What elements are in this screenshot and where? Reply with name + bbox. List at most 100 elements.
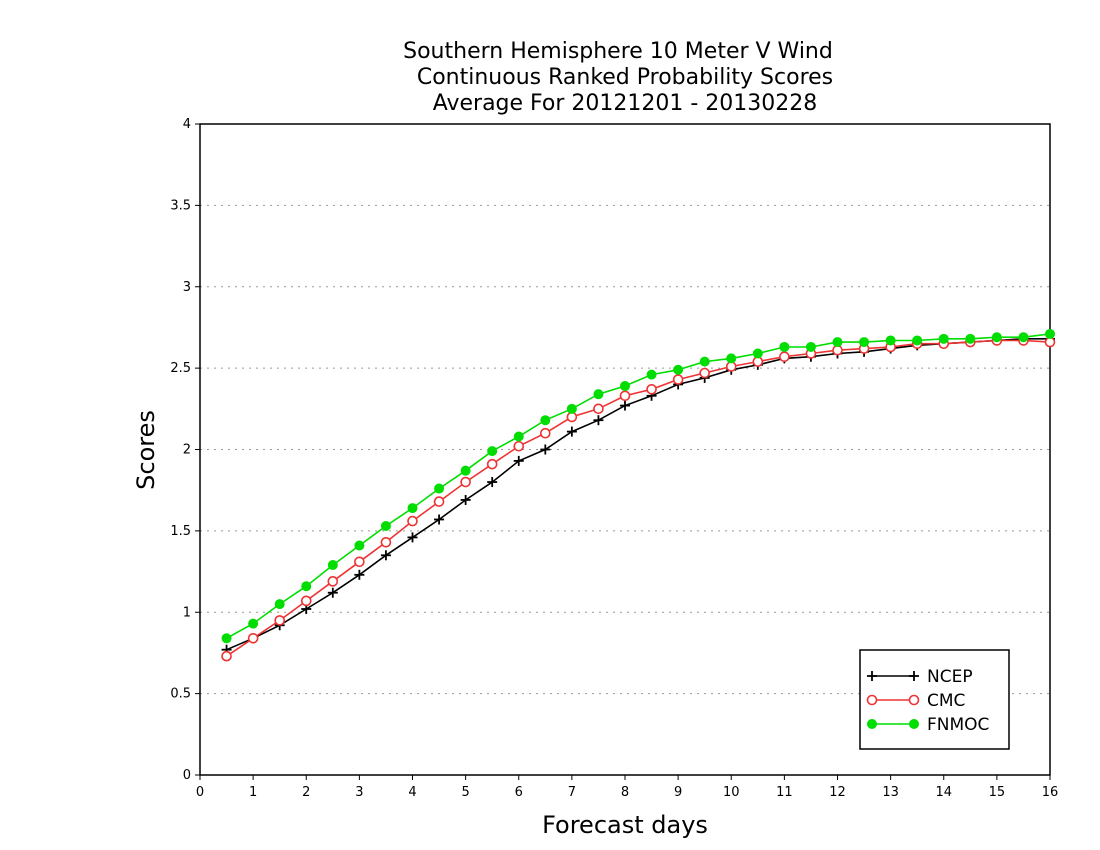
x-tick-label: 5	[461, 785, 469, 800]
data-point-fnmoc	[620, 381, 630, 392]
x-tick-label: 9	[674, 785, 682, 800]
data-point-ncep	[566, 426, 577, 437]
data-point-fnmoc	[752, 348, 763, 359]
data-point-ncep	[487, 477, 498, 488]
data-point-ncep	[540, 444, 551, 455]
data-point-cmc	[540, 427, 551, 439]
legend-marker-cmc	[866, 694, 878, 706]
data-point-fnmoc	[301, 581, 312, 592]
data-point-cmc	[460, 476, 471, 488]
data-point-fnmoc	[460, 465, 471, 476]
data-point-fnmoc	[380, 520, 391, 531]
data-point-fnmoc	[540, 415, 551, 426]
legend-item-cmc: CMC	[866, 691, 965, 711]
data-point-fnmoc	[566, 403, 577, 414]
y-tick-label: 1.5	[170, 524, 191, 539]
axis-ticks: 00.511.522.533.540 1 2 3 4 5 6 7 8 9 10 11 12 13 14 15 1…	[170, 117, 1058, 800]
data-point-cmc	[380, 536, 392, 548]
data-point-fnmoc	[407, 503, 418, 514]
data-point-fnmoc	[885, 335, 896, 346]
x-tick-label: 12	[829, 785, 846, 800]
series-line-ncep	[226, 337, 1050, 651]
legend-label-fnmoc: FNMOC	[927, 715, 989, 735]
data-point-ncep	[620, 400, 630, 411]
data-point-fnmoc	[912, 335, 923, 346]
data-point-fnmoc	[487, 446, 498, 457]
x-tick-label: 0	[196, 785, 204, 800]
y-tick-label: 0	[183, 768, 191, 783]
data-point-cmc	[300, 595, 312, 607]
data-point-fnmoc	[673, 364, 684, 375]
chart-title-line-1: Southern Hemisphere 10 Meter V Wind	[403, 39, 833, 64]
legend-marker-fnmoc	[909, 719, 919, 729]
legend-label-ncep: NCEP	[927, 667, 973, 687]
series-layer	[221, 328, 1056, 662]
y-tick-label: 2	[183, 443, 191, 458]
data-point-fnmoc	[593, 389, 604, 400]
legend-item-fnmoc: FNMOC	[867, 715, 989, 735]
data-point-fnmoc	[327, 560, 338, 571]
data-point-fnmoc	[354, 540, 365, 551]
gridlines	[200, 204, 1050, 695]
data-point-fnmoc	[779, 341, 790, 352]
x-tick-label: 13	[882, 785, 899, 800]
data-point-cmc	[221, 650, 232, 662]
legend: NCEP CMC FNMOC	[859, 649, 1010, 750]
x-tick-label: 1	[249, 785, 257, 800]
y-tick-label: 0.5	[170, 687, 191, 702]
data-point-fnmoc	[726, 353, 737, 364]
data-point-fnmoc	[938, 333, 949, 344]
data-point-ncep	[460, 494, 471, 505]
data-point-cmc	[779, 351, 790, 363]
series-cmc	[221, 335, 1056, 662]
x-tick-label: 15	[989, 785, 1006, 800]
data-point-cmc	[513, 440, 525, 452]
data-point-fnmoc	[805, 341, 816, 352]
data-point-cmc	[247, 632, 259, 644]
data-point-cmc	[593, 403, 604, 415]
data-point-cmc	[407, 515, 418, 527]
data-point-fnmoc	[859, 337, 870, 348]
x-tick-label: 10	[723, 785, 740, 800]
x-tick-label: 2	[302, 785, 310, 800]
x-tick-label: 14	[935, 785, 952, 800]
chart-title-line-2: Continuous Ranked Probability Scores	[417, 65, 833, 90]
y-tick-label: 2.5	[170, 361, 191, 376]
legend-marker-fnmoc	[867, 719, 877, 729]
data-point-cmc	[646, 383, 657, 395]
x-tick-label: 7	[568, 785, 576, 800]
x-tick-label: 16	[1042, 785, 1059, 800]
legend-label-cmc: CMC	[927, 691, 965, 711]
legend-marker-ncep	[909, 671, 919, 681]
series-ncep	[221, 333, 1055, 655]
x-tick-label: 11	[776, 785, 793, 800]
data-point-fnmoc	[965, 333, 976, 344]
y-axis-label: Scores	[132, 410, 160, 490]
x-axis-label: Forecast days	[542, 811, 708, 839]
data-point-cmc	[274, 615, 285, 626]
data-point-fnmoc	[646, 369, 657, 380]
data-point-cmc	[619, 390, 631, 402]
data-point-cmc	[354, 556, 365, 568]
y-tick-label: 1	[183, 605, 191, 620]
y-tick-label: 3	[183, 280, 191, 295]
data-point-fnmoc	[434, 483, 445, 494]
data-point-ncep	[593, 415, 604, 426]
legend-marker-ncep	[867, 671, 877, 681]
data-point-ncep	[380, 550, 391, 561]
data-point-fnmoc	[513, 431, 524, 442]
legend-item-ncep: NCEP	[867, 667, 973, 687]
data-point-cmc	[672, 374, 684, 385]
legend-marker-cmc	[908, 694, 920, 706]
data-point-fnmoc	[274, 599, 285, 610]
data-point-fnmoc	[832, 337, 843, 348]
data-point-cmc	[486, 458, 498, 470]
data-point-fnmoc	[699, 356, 710, 367]
y-tick-label: 3.5	[170, 198, 191, 213]
x-tick-label: 4	[408, 785, 416, 800]
x-tick-label: 3	[355, 785, 363, 800]
data-point-fnmoc	[221, 633, 232, 644]
series-line-cmc	[226, 339, 1051, 657]
series-fnmoc	[221, 328, 1055, 644]
data-point-cmc	[699, 367, 710, 379]
